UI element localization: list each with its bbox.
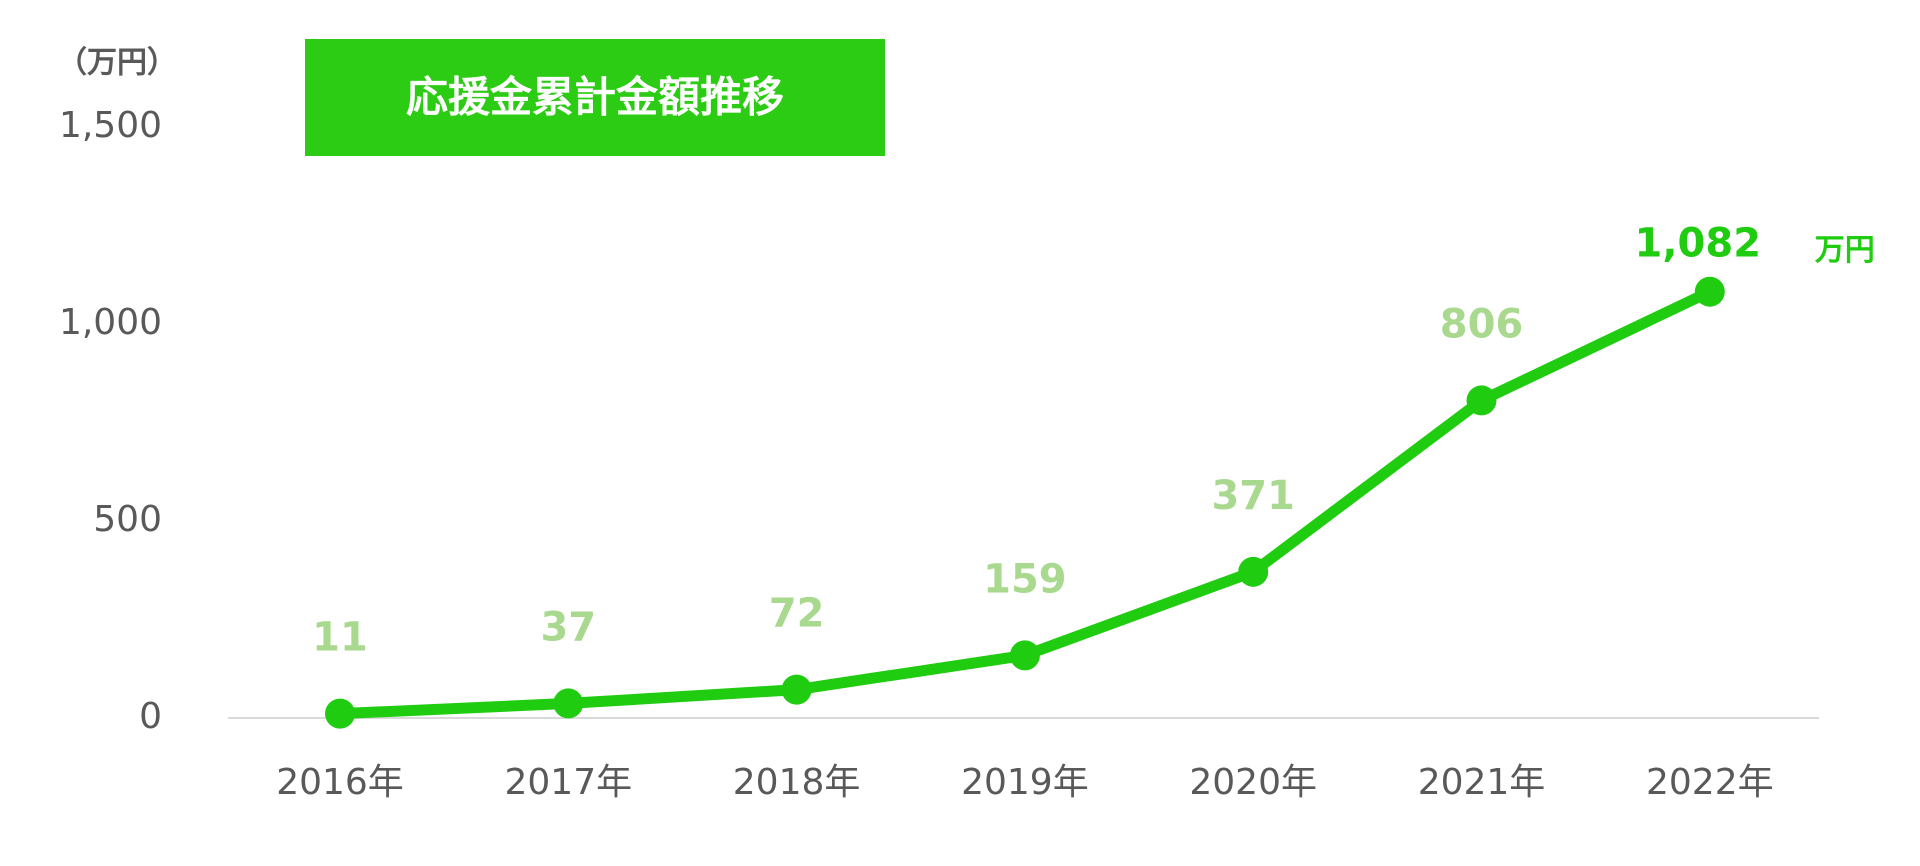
point	[325, 698, 355, 729]
point	[1009, 640, 1040, 671]
chart-title: 応援金累計金額推移	[406, 73, 784, 122]
x-tick-label: 2018年	[733, 762, 861, 803]
y-tick-label: 1,500	[59, 105, 162, 146]
value-unit: 万円	[1815, 233, 1875, 268]
y-tick-label: 0	[139, 696, 162, 737]
title-box	[305, 39, 885, 156]
point	[1238, 556, 1269, 587]
point	[553, 688, 584, 719]
point	[781, 674, 812, 705]
y-tick-label: 1,000	[59, 302, 162, 343]
value-label: 159	[983, 556, 1067, 602]
y-tick-label: 500	[93, 499, 162, 540]
value-label: 371	[1211, 473, 1295, 519]
x-tick-label: 2019年	[961, 762, 1089, 803]
point	[1694, 276, 1725, 307]
y-axis-unit: （万円）	[57, 46, 177, 81]
x-tick-label: 2020年	[1189, 762, 1317, 803]
value-label: 11	[312, 615, 368, 661]
value-label: 1,082	[1635, 221, 1762, 267]
x-tick-label: 2016年	[276, 762, 404, 803]
value-label: 37	[540, 604, 596, 650]
value-label: 806	[1440, 301, 1524, 347]
point	[1466, 385, 1497, 416]
x-tick-label: 2021年	[1418, 762, 1546, 803]
x-tick-label: 2022年	[1646, 762, 1774, 803]
x-tick-label: 2017年	[504, 762, 632, 803]
value-label: 72	[769, 591, 825, 637]
